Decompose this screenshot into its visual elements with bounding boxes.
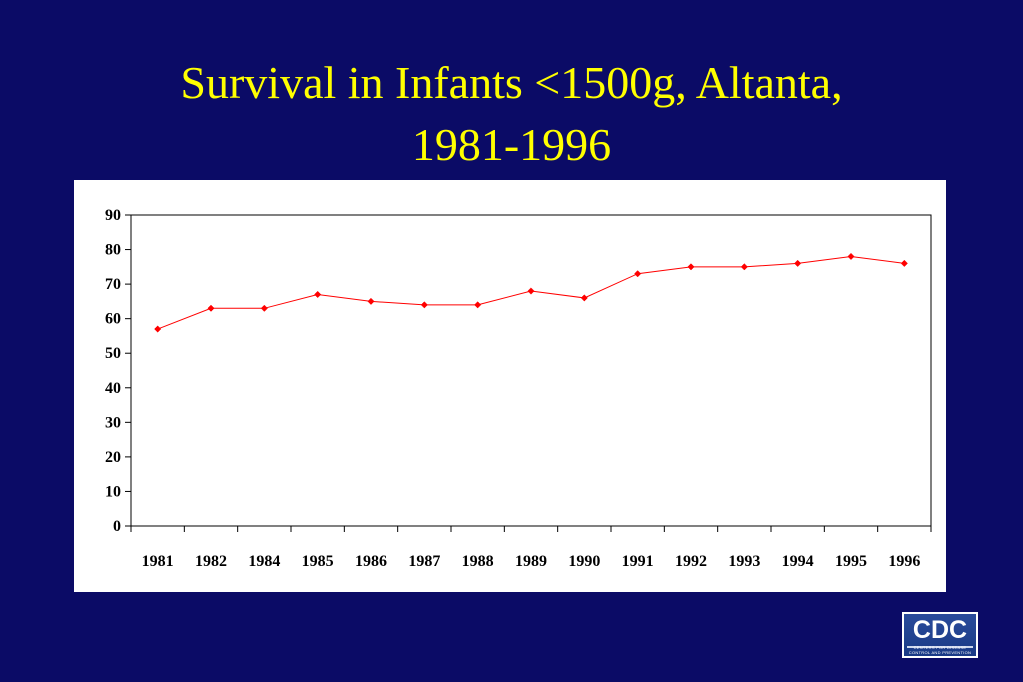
data-point [154, 325, 162, 333]
data-point [900, 259, 908, 267]
data-point [420, 301, 428, 309]
data-point [634, 270, 642, 278]
y-tick-label: 10 [105, 483, 121, 500]
y-tick-label: 0 [113, 518, 121, 535]
x-tick-label: 1989 [515, 553, 547, 570]
survival-line-chart: 0 10 20 30 40 50 60 70 80 90 1981 1982 1984 1985 1986 1… [105, 207, 932, 570]
x-tick-label: 1994 [782, 553, 814, 570]
data-point [794, 259, 802, 267]
x-tick-label: 1984 [248, 553, 280, 570]
data-point [580, 294, 588, 302]
x-tick-label: 1991 [622, 553, 654, 570]
x-tick-label: 1992 [675, 553, 707, 570]
cdc-logo: CDC CENTERS FOR DISEASE CONTROL AND PREV… [902, 612, 978, 658]
chart-panel: 0 10 20 30 40 50 60 70 80 90 1981 1982 1984 1985 1986 1… [74, 180, 946, 592]
data-point [527, 287, 535, 295]
data-point [260, 304, 268, 312]
y-tick-label: 70 [105, 276, 121, 293]
data-point [847, 252, 855, 261]
y-tick-label: 50 [105, 345, 121, 362]
x-tick-label: 1981 [142, 553, 174, 570]
title-line-2: 1981-1996 [411, 119, 612, 170]
y-tick-label: 90 [105, 207, 121, 224]
x-tick-label: 1987 [408, 553, 440, 570]
data-point [687, 263, 695, 271]
y-tick-label: 80 [105, 242, 121, 259]
slide-title: Survival in Infants <1500g, Altanta, 198… [0, 52, 1023, 176]
data-point [367, 297, 375, 305]
y-tick-label: 60 [105, 311, 121, 328]
y-tick-label: 40 [105, 380, 121, 397]
x-tick-label: 1988 [462, 553, 494, 570]
x-tick-label: 1995 [835, 553, 867, 570]
x-tick-label: 1990 [568, 553, 600, 570]
x-tick-label: 1986 [355, 553, 387, 570]
title-line-1: Survival in Infants <1500g, Altanta, [180, 57, 843, 108]
x-tick-label: 1982 [195, 553, 227, 570]
x-tick-label: 1996 [888, 553, 920, 570]
data-point [740, 263, 748, 271]
y-tick-label: 30 [105, 414, 121, 431]
plot-area [130, 214, 932, 527]
data-point [474, 301, 482, 309]
x-tick-label: 1985 [302, 553, 334, 570]
x-tick-label: 1993 [728, 553, 760, 570]
y-tick-label: 20 [105, 449, 121, 466]
logo-subtext: CENTERS FOR DISEASE CONTROL AND PREVENTI… [908, 645, 972, 655]
data-point [314, 290, 322, 299]
logo-text: CDC [912, 616, 968, 644]
data-point [207, 304, 215, 312]
